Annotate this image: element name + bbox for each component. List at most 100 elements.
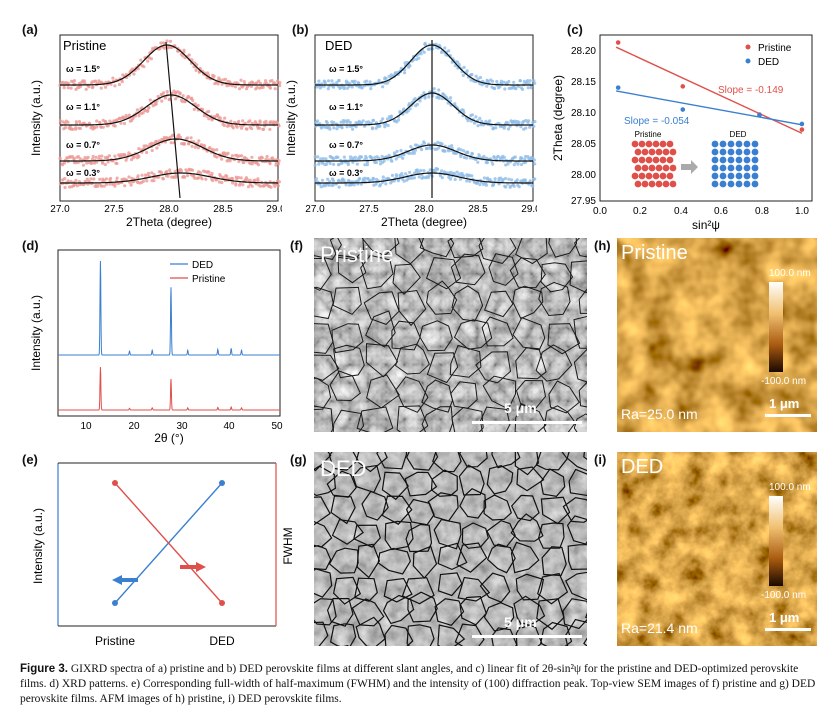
data-point [210, 171, 214, 176]
data-point [526, 155, 530, 159]
data-point [137, 114, 141, 118]
data-point [165, 170, 169, 174]
data-point [517, 84, 521, 89]
data-point [122, 116, 126, 120]
panel-h-label: (h) [594, 238, 611, 253]
data-point [174, 97, 178, 101]
tick-label: 0.2 [633, 206, 647, 217]
data-point [85, 177, 89, 181]
scale-bar [765, 414, 811, 417]
data-point [406, 109, 410, 113]
data-point [246, 185, 251, 189]
data-point [115, 118, 119, 122]
data-point [386, 123, 390, 128]
data-point [478, 116, 482, 120]
data-point [84, 87, 88, 91]
data-point [89, 177, 93, 181]
data-point [227, 124, 231, 128]
data-point [464, 156, 469, 160]
data-point [437, 95, 441, 99]
data-point [92, 177, 96, 181]
data-point [426, 146, 430, 150]
data-point [418, 99, 422, 103]
data-point [199, 143, 203, 147]
data-point [157, 139, 161, 143]
fit-line [616, 90, 803, 126]
data-point [491, 162, 495, 166]
data-point [346, 161, 350, 165]
data-point [417, 56, 421, 60]
data-point [272, 121, 276, 125]
slope-ded: Slope = -0.054 [624, 116, 690, 127]
data-point [407, 102, 411, 106]
data-point [387, 74, 391, 78]
data-point [497, 176, 501, 181]
legend-ded: DED [192, 260, 213, 271]
data-point [324, 162, 329, 166]
data-point [364, 154, 368, 159]
data-point [330, 79, 334, 83]
data-point [276, 79, 280, 83]
data-point [189, 136, 193, 140]
data-point [139, 58, 143, 62]
scale-bar [472, 421, 582, 424]
curve-label: ω = 0.7° [66, 140, 100, 150]
data-point [161, 91, 166, 95]
data-point [250, 155, 254, 159]
data-point [371, 119, 375, 123]
data-point [422, 169, 426, 173]
data-point [200, 177, 204, 181]
afm-tag: DED [621, 456, 664, 478]
data-point [156, 94, 160, 99]
data-point [325, 121, 329, 125]
data-point [99, 125, 103, 129]
data-point [419, 168, 423, 173]
data-point [157, 175, 161, 179]
data-point [359, 121, 364, 125]
tick-label: 1.0 [795, 206, 809, 217]
fit-curve [315, 172, 533, 184]
data-point [86, 155, 90, 159]
data-point [276, 162, 281, 166]
data-point [250, 184, 254, 188]
data-point [389, 114, 393, 118]
caption-text: GIXRD spectra of a) pristine and b) DED … [20, 663, 816, 705]
data-point [485, 161, 489, 165]
data-point [524, 126, 528, 130]
data-point [408, 107, 412, 111]
data-point [159, 41, 163, 45]
series-line [114, 482, 223, 604]
data-point [103, 119, 107, 124]
data-point [385, 117, 390, 121]
data-point [437, 88, 441, 92]
data-point [112, 480, 118, 486]
data-point [345, 125, 349, 129]
data-point [66, 179, 70, 183]
colorbar [769, 282, 783, 372]
data-point [512, 163, 516, 167]
data-point [412, 176, 416, 180]
data-point [412, 151, 416, 155]
data-point [450, 144, 454, 148]
data-point [374, 182, 378, 186]
data-point [359, 182, 363, 186]
data-point [395, 149, 399, 153]
data-point [66, 86, 70, 90]
fit-curve [60, 138, 278, 162]
data-point [276, 184, 280, 188]
data-point [319, 157, 323, 161]
curve-label: ω = 1.5° [66, 64, 100, 74]
afm-image-pristine: Pristine 100.0 nm -100.0 nm Ra=25.0 nm 1… [617, 238, 817, 432]
data-point [440, 169, 444, 173]
data-point [401, 156, 405, 160]
data-point [194, 68, 198, 72]
data-point [137, 155, 141, 159]
data-point [451, 172, 455, 176]
data-point [104, 85, 108, 89]
data-point [264, 79, 268, 83]
data-point [331, 85, 336, 89]
data-point [340, 125, 344, 129]
curve-label: ω = 0.3° [329, 168, 363, 178]
fit-curve [315, 144, 533, 162]
data-point [313, 163, 317, 167]
